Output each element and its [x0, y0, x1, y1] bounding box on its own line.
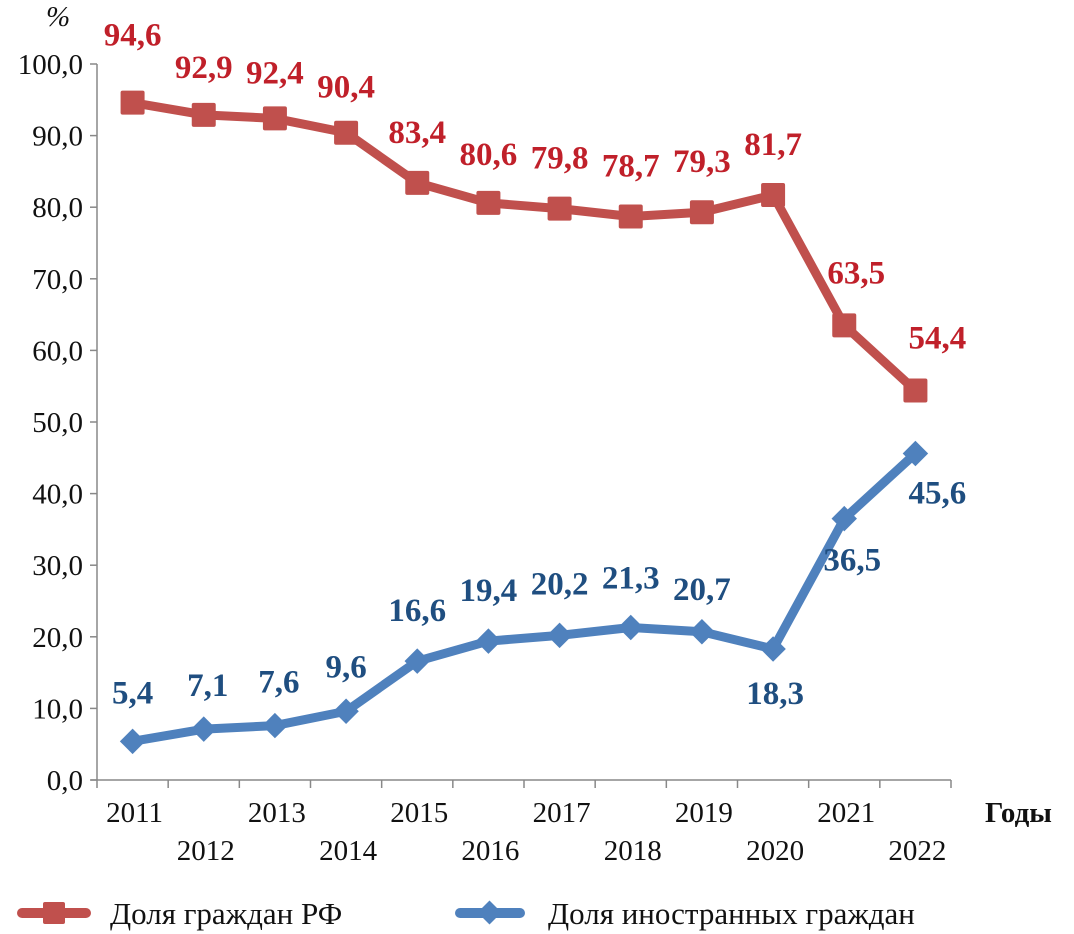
data-label: 90,4	[317, 70, 375, 106]
data-label: 21,3	[602, 560, 660, 596]
data-label: 79,3	[673, 144, 731, 180]
data-label: 94,6	[104, 18, 162, 54]
x-tick-label: 2018	[604, 835, 662, 867]
data-label: 36,5	[823, 543, 881, 579]
data-point-square	[262, 106, 287, 131]
data-point-square	[334, 120, 359, 145]
y-tick-label: 20,0	[32, 622, 83, 654]
x-tick-label: 2017	[533, 797, 591, 829]
x-tick-label: 2021	[817, 797, 875, 829]
data-label: 92,4	[246, 55, 304, 91]
data-label: 45,6	[909, 476, 967, 512]
legend-item-citizens[interactable]: Доля граждан РФ	[17, 896, 342, 931]
data-point-square	[405, 170, 430, 195]
x-tick-label: 2014	[319, 835, 378, 867]
y-tick-label: 60,0	[32, 335, 83, 367]
data-point-diamond	[404, 648, 430, 674]
data-label: 19,4	[460, 573, 518, 609]
data-labels-layer: 94,6 92,9 92,4 90,4 83,4 80,6 79,8 78,7 79,3 81,7…	[104, 18, 967, 712]
data-point-diamond	[760, 636, 786, 662]
data-label: 20,2	[531, 566, 589, 602]
y-tick-label: 0,0	[47, 765, 83, 797]
x-tick-label: 2019	[675, 797, 733, 829]
data-label: 7,6	[258, 665, 299, 701]
x-tick-label: 2011	[106, 797, 163, 829]
data-point-diamond	[546, 622, 573, 649]
x-tick-label: 2022	[888, 835, 946, 867]
data-point-diamond	[262, 712, 288, 739]
x-axis-title: Годы	[985, 797, 1052, 829]
data-point-diamond	[689, 619, 715, 645]
legend-item-foreigners[interactable]: Доля иностранных граждан	[455, 896, 915, 931]
data-label: 92,9	[175, 50, 233, 86]
data-point-diamond	[618, 614, 644, 641]
data-point-diamond	[333, 698, 359, 724]
y-tick-label: 90,0	[32, 121, 83, 153]
y-axis-title: %	[46, 1, 70, 33]
legend: Доля граждан РФ Доля иностранных граждан	[17, 896, 915, 931]
data-label: 80,6	[460, 137, 518, 173]
y-tick-label: 100,0	[18, 49, 83, 81]
data-point-diamond	[902, 440, 929, 467]
y-ticks: 0,0 10,0 20,0 30,0 40,0 50,0 60,0 70,0 80,0 90,0 1…	[18, 49, 97, 797]
data-label: 54,4	[909, 320, 967, 356]
data-label: 7,1	[187, 668, 228, 704]
y-tick-label: 40,0	[32, 479, 83, 511]
x-tick-label: 2012	[177, 835, 235, 867]
y-tick-label: 10,0	[32, 693, 83, 725]
data-point-diamond	[119, 728, 146, 755]
x-tick-label: 2016	[461, 835, 519, 867]
data-label: 79,8	[531, 141, 589, 177]
data-point-square	[547, 196, 572, 221]
data-point-square	[120, 90, 145, 115]
x-ticks: 2011 2012 2013 2014 2015 2016 2017 2018 2019 2020…	[96, 780, 952, 867]
y-tick-label: 80,0	[32, 192, 83, 224]
data-point-diamond	[191, 716, 217, 742]
data-label: 5,4	[112, 675, 153, 711]
data-point-square	[618, 204, 643, 229]
data-point-square	[761, 183, 786, 208]
legend-diamond-marker-icon	[477, 900, 502, 925]
data-point-diamond	[475, 628, 502, 654]
data-label: 78,7	[602, 149, 660, 185]
data-point-square	[476, 190, 501, 215]
data-label: 9,6	[325, 649, 366, 685]
x-tick-label: 2013	[248, 797, 306, 829]
data-label: 20,7	[673, 572, 731, 608]
data-label: 18,3	[746, 676, 804, 712]
series-layer	[119, 90, 929, 755]
data-label: 83,4	[388, 115, 446, 151]
data-point-square	[191, 102, 216, 127]
legend-label-citizens: Доля граждан РФ	[110, 896, 342, 931]
data-label: 16,6	[388, 593, 446, 629]
x-tick-label: 2015	[390, 797, 448, 829]
legend-label-foreigners: Доля иностранных граждан	[548, 896, 915, 931]
y-tick-label: 70,0	[32, 264, 83, 296]
x-tick-label: 2020	[746, 835, 804, 867]
data-point-square	[832, 313, 857, 338]
y-tick-label: 50,0	[32, 407, 83, 439]
data-point-square	[689, 200, 714, 225]
legend-square-marker-icon	[43, 902, 65, 924]
data-point-square	[903, 378, 928, 403]
data-label: 63,5	[827, 255, 885, 291]
data-label: 81,7	[744, 127, 802, 163]
y-tick-label: 30,0	[32, 550, 83, 582]
